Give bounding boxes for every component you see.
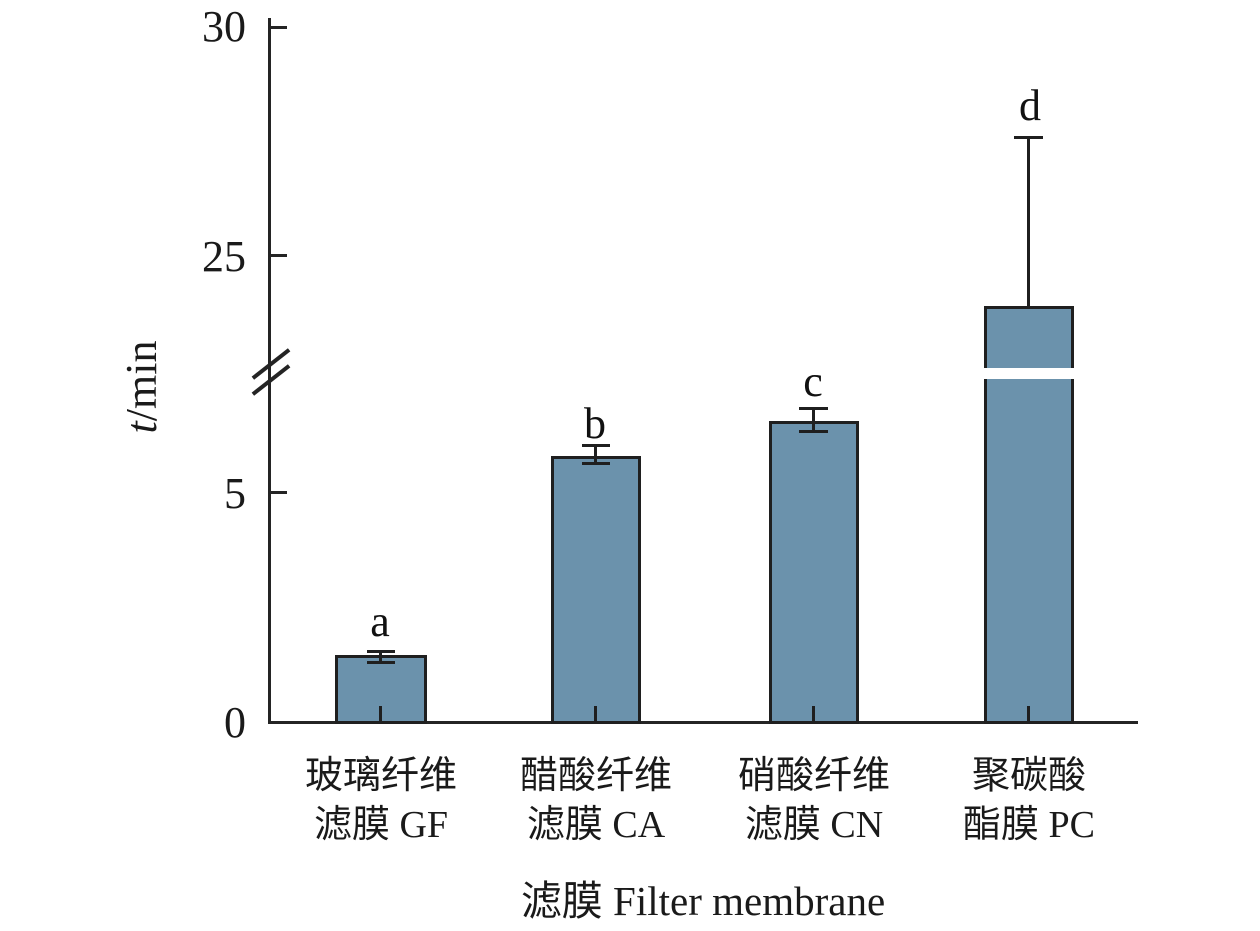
y-tick-label-0: 0 bbox=[224, 698, 246, 747]
y-tick-25 bbox=[271, 254, 287, 257]
x-tick-ca bbox=[594, 706, 597, 721]
significance-letter-ca: b bbox=[584, 399, 606, 448]
x-category-label-pc-line1: 聚碳酸 bbox=[971, 755, 1086, 797]
y-axis-title-unit: /min bbox=[117, 340, 166, 422]
y-axis-line bbox=[268, 18, 271, 724]
x-tick-cn bbox=[812, 706, 815, 721]
error-bar-cn-cap-bottom bbox=[799, 430, 828, 433]
significance-letter-pc: d bbox=[1019, 81, 1041, 130]
x-axis-line bbox=[268, 721, 1138, 724]
x-category-label-ca: 醋酸纤维 滤膜 CA bbox=[486, 752, 706, 850]
x-category-label-gf-line2: 滤膜 GF bbox=[313, 804, 449, 846]
error-bar-cn-line bbox=[812, 407, 815, 433]
significance-letter-gf: a bbox=[370, 597, 390, 646]
x-category-label-ca-line2: 滤膜 CA bbox=[526, 804, 666, 846]
y-tick-label-25: 25 bbox=[202, 232, 246, 281]
error-bar-pc-line bbox=[1027, 136, 1030, 308]
x-category-label-cn: 硝酸纤维 滤膜 CN bbox=[704, 752, 924, 850]
y-axis-title-variable: t bbox=[117, 421, 166, 434]
y-axis-break-slash-lower bbox=[251, 364, 291, 396]
error-bar-ca-line bbox=[594, 444, 597, 465]
error-bar-pc-cap-top bbox=[1014, 136, 1043, 139]
y-axis-title: t/min bbox=[117, 287, 166, 487]
y-axis-break-slash-upper bbox=[251, 348, 291, 380]
error-bar-gf-cap-bottom bbox=[367, 661, 395, 664]
y-tick-30 bbox=[271, 26, 287, 29]
x-category-label-cn-line1: 硝酸纤维 bbox=[737, 755, 890, 797]
error-bar-cn-cap-top bbox=[799, 407, 828, 410]
x-tick-pc bbox=[1027, 706, 1030, 721]
y-tick-5 bbox=[271, 491, 287, 494]
error-bar-ca-cap-top bbox=[582, 444, 610, 447]
y-tick-label-5: 5 bbox=[224, 469, 246, 518]
error-bar-gf-line bbox=[379, 650, 382, 663]
bar-cellulose-nitrate-cn bbox=[769, 421, 859, 724]
error-bar-gf-cap-top bbox=[367, 650, 395, 653]
pc-bar-axis-break-gap bbox=[981, 368, 1077, 379]
y-tick-label-30: 30 bbox=[202, 2, 246, 51]
x-category-label-pc-line2: 酯膜 PC bbox=[963, 804, 1095, 846]
x-category-label-pc: 聚碳酸 酯膜 PC bbox=[919, 752, 1139, 850]
x-axis-title: 滤膜 Filter membrane bbox=[520, 878, 886, 924]
bar-cellulose-acetate-ca bbox=[551, 456, 641, 724]
x-tick-gf bbox=[379, 706, 382, 721]
x-category-label-gf: 玻璃纤维 滤膜 GF bbox=[271, 752, 491, 850]
x-category-label-cn-line2: 滤膜 CN bbox=[744, 804, 884, 846]
significance-letter-cn: c bbox=[803, 357, 823, 406]
x-category-label-ca-line1: 醋酸纤维 bbox=[519, 755, 672, 797]
x-category-label-gf-line1: 玻璃纤维 bbox=[304, 755, 457, 797]
error-bar-ca-cap-bottom bbox=[582, 462, 610, 465]
